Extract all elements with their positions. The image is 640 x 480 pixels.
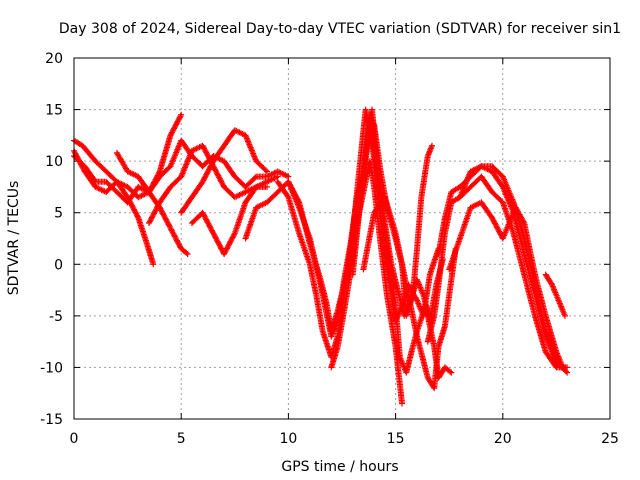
x-tick-label: 10 (279, 431, 297, 447)
series-markers (542, 271, 568, 319)
series-markers (188, 173, 281, 257)
x-axis-label: GPS time / hours (281, 459, 398, 475)
y-tick-label: 15 (45, 103, 63, 119)
series-markers (71, 137, 157, 268)
series-arc18 (456, 163, 560, 366)
series-arc5 (146, 142, 270, 226)
series-arc2 (71, 111, 185, 201)
y-tick-label: 20 (45, 51, 63, 67)
series-arc19 (542, 271, 568, 319)
series-arc8 (199, 153, 292, 190)
series-arc14 (360, 194, 459, 392)
series-markers (146, 142, 270, 226)
series-markers (199, 153, 292, 190)
series-markers (456, 163, 560, 366)
x-tick-label: 5 (177, 431, 186, 447)
x-tick-label: 0 (70, 431, 79, 447)
series-markers (113, 149, 191, 257)
series-markers (360, 194, 459, 392)
series-markers (178, 127, 270, 216)
y-tick-label: -15 (40, 412, 63, 428)
data-series (71, 106, 571, 407)
series-arc1 (71, 137, 157, 268)
series-markers (71, 111, 185, 201)
plot-frame (73, 57, 611, 420)
x-tick-label: 15 (387, 431, 405, 447)
chart-title: Day 308 of 2024, Sidereal Day-to-day VTE… (59, 21, 621, 37)
y-tick-label: 5 (54, 206, 63, 222)
series-arc4 (113, 149, 191, 257)
y-tick-label: -5 (49, 309, 63, 325)
series-arc7 (188, 173, 281, 257)
y-tick-label: 10 (45, 154, 63, 170)
x-tick-label: 25 (601, 431, 619, 447)
y-tick-label: 0 (54, 257, 63, 273)
y-tick-label: -10 (40, 360, 63, 376)
x-tick-label: 20 (494, 431, 512, 447)
y-ticks: -15 -10 -5 0 5 10 15 20 (40, 51, 610, 428)
series-arc6 (178, 127, 270, 216)
y-axis-label: SDTVAR / TECUs (6, 181, 22, 296)
